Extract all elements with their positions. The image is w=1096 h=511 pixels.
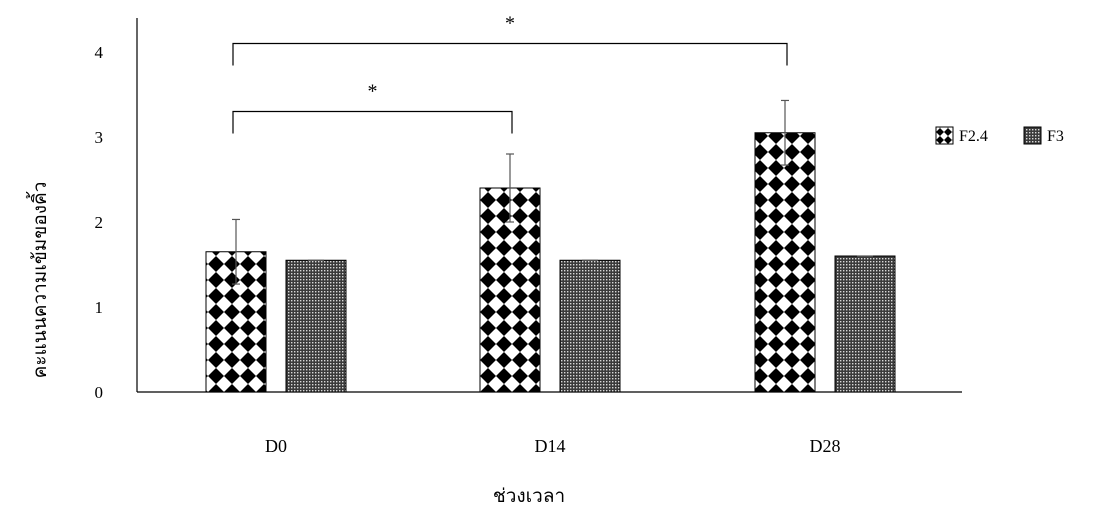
y-tick-label: 4 <box>95 43 104 62</box>
legend-label-f3: F3 <box>1047 128 1064 145</box>
legend-label-f2-4: F2.4 <box>959 128 988 145</box>
significance-bracket <box>232 110 513 134</box>
bar-f3-d0 <box>285 259 347 393</box>
legend-swatch-f2-4 <box>935 126 954 145</box>
significance-marker: * <box>505 13 515 35</box>
bar-f2-4-d28 <box>754 132 816 393</box>
bar-f3-d14 <box>559 259 621 393</box>
y-tick-label: 1 <box>95 298 104 317</box>
y-tick-label: 3 <box>95 128 104 147</box>
y-tick-label: 0 <box>95 383 104 402</box>
legend-swatch-f3 <box>1023 126 1042 145</box>
x-tick-label: D28 <box>810 436 841 456</box>
x-axis-title: ช่วงเวลา <box>493 486 565 507</box>
x-tick-label: D0 <box>265 436 287 456</box>
y-tick-label: 2 <box>95 213 104 232</box>
y-axis-title: คะแนนความเข้มของคิ้ว <box>26 182 51 379</box>
x-tick-label: D14 <box>535 436 566 456</box>
significance-bracket <box>232 42 788 66</box>
legend: F2.4 F3 <box>935 126 1064 145</box>
significance-marker: * <box>368 81 378 103</box>
bar-f3-d28 <box>834 255 896 393</box>
